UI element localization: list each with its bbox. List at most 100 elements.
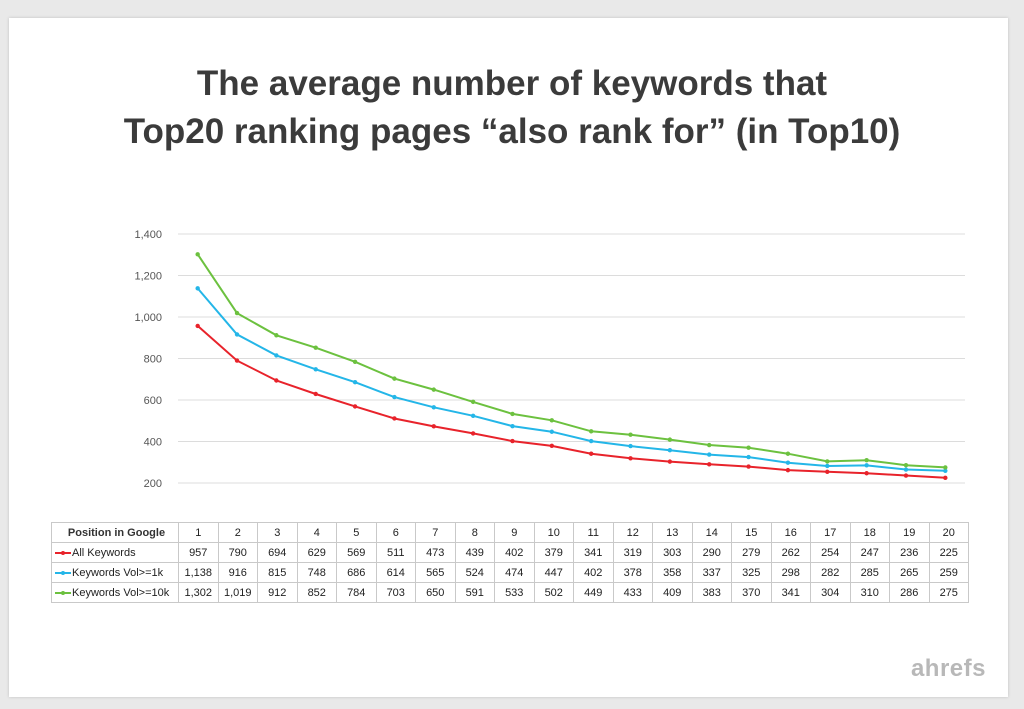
table-cell-value: 565 — [415, 562, 456, 583]
y-tick-label: 800 — [144, 354, 162, 366]
table-cell-value: 402 — [494, 542, 535, 563]
table-header-position-cell: 7 — [415, 522, 456, 543]
series-line-3 — [196, 253, 946, 469]
table-cell-value: 265 — [889, 562, 930, 583]
table-header-position-cell: 19 — [889, 522, 930, 543]
table-row: Keywords Vol>=10k 1,302 1,019 912 852 784 703 6… — [51, 582, 969, 603]
y-tick-label: 1,400 — [134, 229, 162, 241]
legend-label: All Keywords — [72, 546, 136, 559]
table-header-position-cell: 12 — [612, 522, 653, 543]
data-point — [785, 467, 791, 473]
data-point — [431, 387, 436, 392]
y-tick-label: 200 — [144, 478, 162, 490]
legend-swatch — [55, 589, 71, 597]
data-point — [392, 416, 397, 421]
data-point — [470, 431, 476, 436]
data-point — [707, 462, 712, 467]
table-cell-value: 379 — [533, 542, 574, 563]
data-table: Position in Google 1 2 3 4 5 6 7 8 9 10 11 12 13 14 15… — [51, 522, 969, 603]
data-point — [943, 475, 948, 481]
data-point — [746, 464, 751, 469]
table-cell-value: 912 — [257, 582, 298, 603]
data-point — [313, 391, 318, 397]
table-cell-value: 1,019 — [217, 582, 258, 603]
data-point — [628, 443, 633, 449]
data-point — [195, 323, 200, 329]
table-cell-value: 358 — [652, 562, 693, 583]
table-header-position-cell: 5 — [336, 522, 377, 543]
legend-swatch — [55, 549, 71, 557]
table-cell-value: 402 — [573, 562, 614, 583]
legend-swatch — [55, 569, 71, 577]
table-cell-value: 378 — [612, 562, 653, 583]
data-point — [352, 359, 358, 365]
table-header-position-cell: 9 — [494, 522, 535, 543]
table-cell-value: 259 — [928, 562, 969, 583]
table-header-row: Position in Google 1 2 3 4 5 6 7 8 9 10 11 12 13 14 15… — [51, 522, 969, 543]
data-point — [825, 469, 830, 474]
ahrefs-logo: ahrefs — [910, 655, 986, 682]
y-tick-label: 1,200 — [134, 271, 162, 283]
table-cell-value: 282 — [810, 562, 851, 583]
table-row-series-label: All Keywords — [51, 542, 179, 563]
data-point — [549, 429, 555, 434]
data-point — [234, 358, 240, 363]
data-point — [903, 462, 909, 468]
data-point — [628, 456, 633, 461]
data-point — [825, 459, 830, 464]
table-cell-value: 502 — [533, 582, 574, 603]
data-point — [667, 437, 673, 442]
data-point — [864, 471, 869, 476]
table-cell-value: 474 — [494, 562, 535, 583]
data-point — [234, 310, 240, 316]
series-points — [195, 252, 948, 481]
table-cell-value: 370 — [731, 582, 772, 603]
table-cell-value: 439 — [454, 542, 495, 563]
table-cell-value: 341 — [573, 542, 614, 563]
data-point — [667, 459, 673, 464]
data-point — [588, 438, 594, 444]
data-point — [588, 429, 594, 434]
series-line-1 — [197, 325, 946, 479]
data-point — [667, 448, 673, 453]
table-cell-value: 247 — [849, 542, 890, 563]
chart-title: The average number of keywords that Top2… — [0, 60, 1024, 156]
table-header-position-cell: 13 — [652, 522, 693, 543]
data-point — [510, 423, 515, 429]
table-cell-value: 473 — [415, 542, 456, 563]
table-header-position-cell: 4 — [296, 522, 337, 543]
table-cell-value: 916 — [217, 562, 258, 583]
data-point — [352, 379, 358, 385]
table-cell-value: 694 — [257, 542, 298, 563]
data-point — [195, 286, 200, 291]
y-tick-label: 400 — [144, 437, 162, 449]
data-point — [903, 473, 909, 478]
table-header-position-cell: 16 — [770, 522, 811, 543]
table-header-position: Position in Google — [51, 522, 179, 543]
table-row: All Keywords 957 790 694 629 569 511 473 439 402 3… — [51, 542, 969, 563]
table-header-position-cell: 15 — [731, 522, 772, 543]
data-point — [707, 452, 712, 457]
table-cell-value: 1,138 — [178, 562, 219, 583]
table-cell-value: 285 — [849, 562, 890, 583]
table-cell-value: 225 — [928, 542, 969, 563]
table-cell-value: 325 — [731, 562, 772, 583]
data-point — [313, 345, 318, 350]
table-header-position-cell: 10 — [533, 522, 574, 543]
table-cell-value: 815 — [257, 562, 298, 583]
table-cell-value: 341 — [770, 582, 811, 603]
data-point — [195, 252, 200, 257]
table-cell-value: 449 — [573, 582, 614, 603]
data-point — [431, 424, 436, 429]
table-cell-value: 686 — [336, 562, 377, 583]
table-cell-value: 262 — [770, 542, 811, 563]
data-point — [313, 367, 318, 372]
grid-lines — [178, 233, 965, 484]
data-point — [588, 451, 594, 456]
data-point — [274, 378, 279, 383]
data-point — [392, 376, 397, 381]
data-point — [510, 411, 515, 417]
data-point — [825, 463, 830, 469]
series-lines — [196, 253, 946, 479]
